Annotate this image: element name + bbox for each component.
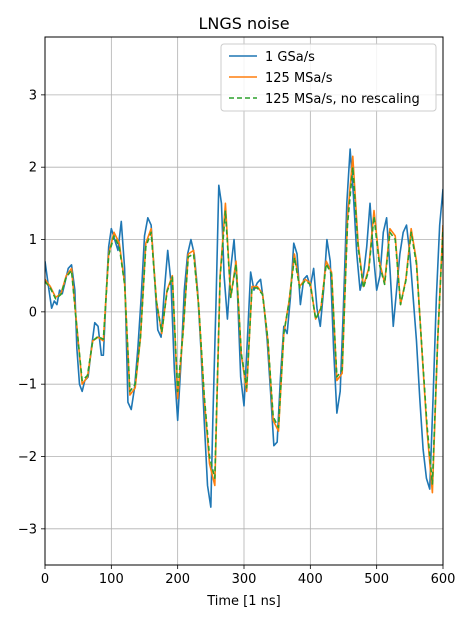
x-tick-label: 0 <box>41 572 49 587</box>
legend-box <box>220 43 437 112</box>
legend-label-125-msa-no-rescaling: 125 MSa/s, no rescaling <box>265 92 420 107</box>
x-tick-label: 600 <box>431 572 456 587</box>
y-tick-label: 2 <box>29 161 37 176</box>
x-axis-ticks: 0 100 200 300 400 500 600 <box>41 565 456 587</box>
x-tick-label: 500 <box>364 572 389 587</box>
x-tick-label: 400 <box>298 572 323 587</box>
series-line-125-msa-s-no-rescaling <box>45 166 443 485</box>
y-tick-label: 1 <box>29 233 37 248</box>
legend-label-125-msa: 125 MSa/s <box>265 71 333 86</box>
x-tick-label: 200 <box>165 572 190 587</box>
legend: 1 GSa/s 125 MSa/s 125 MSa/s, no rescalin… <box>220 43 437 112</box>
y-tick-label: −3 <box>18 522 37 537</box>
y-tick-label: 3 <box>29 88 37 103</box>
chart-title: LNGS noise <box>198 14 289 33</box>
series-layer <box>45 148 443 508</box>
x-axis-label: Time [1 ns] <box>206 594 281 609</box>
y-tick-label: −2 <box>18 450 37 465</box>
x-tick-label: 100 <box>99 572 124 587</box>
y-tick-label: −1 <box>18 378 37 393</box>
y-axis-ticks: −3 −2 −1 0 1 2 3 <box>18 88 45 537</box>
x-tick-label: 300 <box>232 572 257 587</box>
legend-label-1-gsa: 1 GSa/s <box>265 50 315 65</box>
y-tick-label: 0 <box>29 305 37 320</box>
